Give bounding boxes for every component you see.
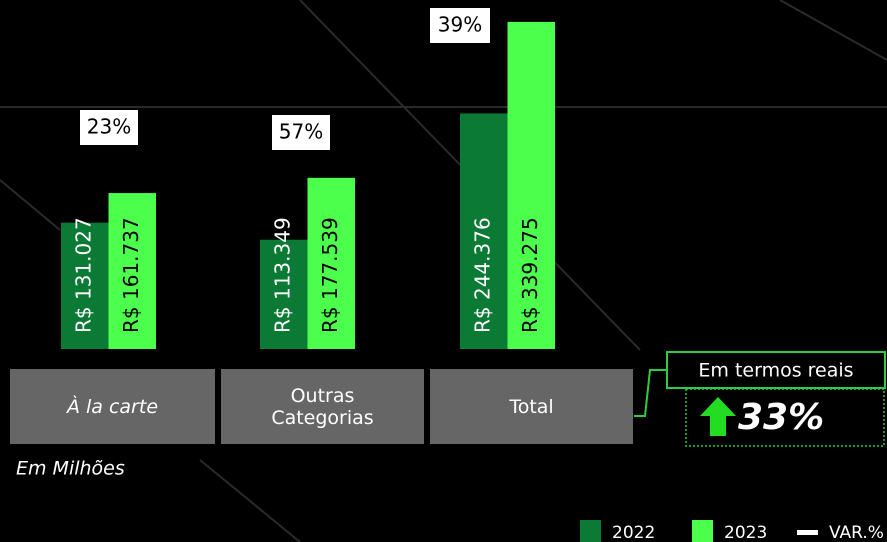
decor-line <box>199 459 301 542</box>
legend-swatch <box>692 520 713 542</box>
value-label: R$ 177.539 <box>318 217 342 333</box>
value-label: R$ 161.737 <box>119 217 143 333</box>
callout-value: 33% <box>738 397 824 438</box>
legend-label: 2022 <box>612 523 655 542</box>
legend-swatch <box>797 530 818 535</box>
note: Em Milhões <box>16 458 125 480</box>
callout-title: Em termos reais <box>698 360 853 382</box>
category-label: À la carte <box>10 369 215 444</box>
bar <box>260 239 308 349</box>
legend-label: 2023 <box>724 523 767 542</box>
value-label: R$ 244.376 <box>470 217 494 333</box>
callout-connector <box>634 369 667 417</box>
value-label: R$ 339.275 <box>518 217 542 333</box>
var-label: 39% <box>438 13 482 37</box>
var-label-box <box>430 8 490 43</box>
bar <box>507 21 555 350</box>
decor-line <box>779 0 887 61</box>
category-label: Total <box>430 369 633 444</box>
bar <box>307 177 355 349</box>
var-label-box <box>272 115 330 150</box>
legend-swatch <box>580 520 601 542</box>
up-arrow <box>700 397 736 436</box>
var-label: 57% <box>279 120 323 144</box>
callout-box <box>666 351 886 389</box>
legend-label: VAR.% <box>829 523 884 542</box>
var-label: 23% <box>87 115 131 139</box>
var-label-box <box>80 110 138 145</box>
callout-value-box <box>685 388 885 447</box>
decor-line <box>0 179 61 231</box>
category-label: Outras Categorias <box>221 369 424 444</box>
value-label: R$ 113.349 <box>270 217 294 333</box>
bar <box>61 222 109 349</box>
bar <box>108 193 156 349</box>
value-label: R$ 131.027 <box>71 217 95 333</box>
bar <box>460 113 508 349</box>
